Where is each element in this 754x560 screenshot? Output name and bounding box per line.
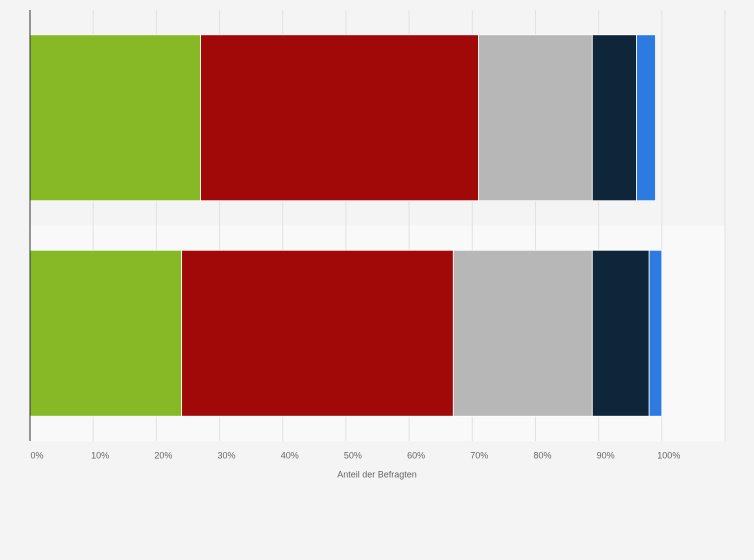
bar-segment: [29, 249, 183, 417]
bar-segment: [452, 249, 593, 417]
x-tick-label: 20%: [154, 450, 172, 460]
x-tick-label: 10%: [91, 450, 109, 460]
bar-segment: [478, 34, 593, 202]
x-tick-label: 100%: [657, 450, 680, 460]
bar-segment: [29, 34, 201, 202]
bar-segment: [636, 34, 656, 202]
bar-segment: [181, 249, 454, 417]
x-tick-label: 30%: [218, 450, 236, 460]
x-tick-label: 80%: [533, 450, 551, 460]
bar-segment: [591, 249, 650, 417]
bar-segment: [648, 249, 663, 417]
x-tick-label: 70%: [470, 450, 488, 460]
x-tick-label: 0%: [30, 450, 43, 460]
x-axis-label: Anteil der Befragten: [337, 469, 417, 479]
x-tick-label: 90%: [597, 450, 615, 460]
x-tick-label: 40%: [281, 450, 299, 460]
bar-segment: [591, 34, 637, 202]
x-tick-label: 50%: [344, 450, 362, 460]
bar-segment: [200, 34, 479, 202]
x-tick-label: 60%: [407, 450, 425, 460]
